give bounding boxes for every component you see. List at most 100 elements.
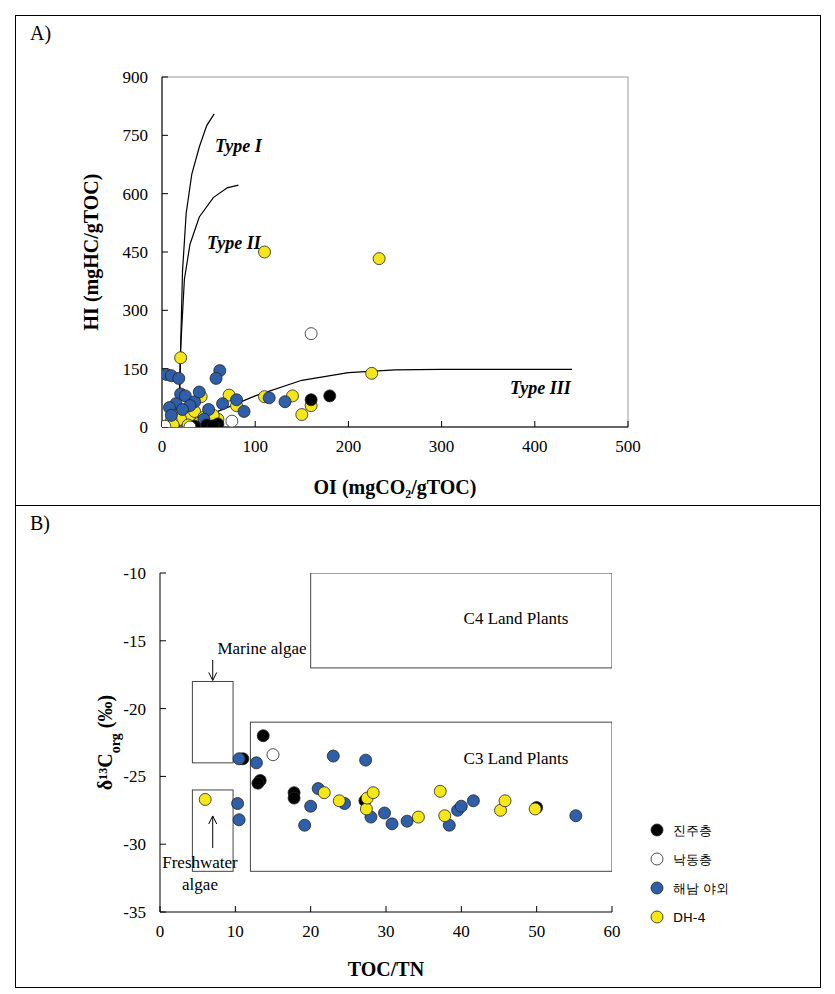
point [318, 787, 330, 799]
point [467, 795, 479, 807]
region [250, 722, 612, 871]
region-label: C4 Land Plants [464, 609, 569, 628]
point [165, 409, 177, 421]
x-tick-label: 300 [429, 437, 455, 456]
point [231, 394, 243, 406]
arrow-head [209, 816, 217, 824]
y-tick-label: -30 [123, 835, 146, 854]
data [199, 730, 582, 831]
y-tick [160, 640, 166, 641]
x-tick [441, 421, 442, 427]
x-tick-label: 60 [604, 922, 621, 941]
figure: A)01002003004005000150300450600750900OI … [0, 0, 835, 994]
y-tick-label: 0 [140, 418, 149, 437]
x-tick-label: 0 [158, 437, 167, 456]
plot-frame [162, 77, 628, 427]
point [366, 367, 378, 379]
panel: A)01002003004005000150300450600750900OI … [30, 22, 641, 499]
point [434, 785, 446, 797]
y-tick-label: 300 [123, 301, 149, 320]
point [288, 792, 300, 804]
point [529, 803, 541, 815]
y-tick-label: 900 [123, 68, 149, 87]
x-tick-label: 400 [522, 437, 548, 456]
point [360, 754, 372, 766]
x-tick [160, 906, 161, 912]
region-label: Freshwateralgae [162, 853, 238, 894]
panel-label: A) [30, 22, 51, 45]
x-tick [628, 421, 629, 427]
point [570, 810, 582, 822]
arrow [212, 816, 213, 848]
legend: 진주층낙동층해남 야외DH-4 [651, 823, 729, 925]
point [455, 800, 467, 812]
arrow-head [209, 672, 217, 680]
x-tick-label: 10 [227, 922, 244, 941]
y-axis-label: HI (mgHC/gTOC) [80, 174, 103, 331]
region-label: Marine algae [217, 639, 306, 658]
point [257, 730, 269, 742]
point [305, 328, 317, 340]
point [233, 814, 245, 826]
point [360, 803, 372, 815]
x-tick-label: 40 [453, 922, 470, 941]
point [327, 750, 339, 762]
curve-label: Type II [207, 233, 262, 253]
y-tick [162, 310, 168, 311]
y-tick-label: 750 [123, 126, 149, 145]
x-tick-label: 500 [615, 437, 641, 456]
data [162, 114, 572, 427]
legend-label: DH-4 [673, 910, 706, 925]
figure-frame [16, 16, 821, 988]
region [192, 681, 233, 762]
y-tick-label: 450 [123, 243, 149, 262]
y-tick-label: -10 [123, 564, 146, 583]
y-axis [160, 573, 161, 912]
point [184, 421, 196, 427]
y-tick-label: -20 [123, 700, 146, 719]
y-tick [160, 912, 166, 913]
y-tick [162, 77, 168, 78]
x-tick [461, 906, 462, 912]
point [193, 386, 205, 398]
x-tick [235, 906, 236, 912]
point [217, 398, 229, 410]
x-axis-label: TOC/TN [348, 958, 425, 980]
x-tick-label: 30 [378, 922, 395, 941]
point [378, 807, 390, 819]
point [296, 409, 308, 421]
point [324, 390, 336, 402]
point [210, 372, 222, 384]
y-tick [160, 708, 166, 709]
y-tick [160, 776, 166, 777]
regions [192, 573, 612, 871]
point [279, 396, 291, 408]
x-tick [348, 421, 349, 427]
panel-label: B) [30, 512, 50, 535]
point [373, 253, 385, 265]
curve-label: Type III [510, 378, 572, 398]
y-tick-label: 600 [123, 185, 149, 204]
point [175, 352, 187, 364]
y-tick [162, 193, 168, 194]
x-tick-label: 0 [156, 922, 165, 941]
x-tick [310, 906, 311, 912]
point [305, 800, 317, 812]
legend-label: 낙동층 [673, 852, 712, 867]
legend-label: 진주층 [673, 823, 712, 838]
y-tick [162, 135, 168, 136]
x-tick [536, 906, 537, 912]
legend-marker [651, 882, 663, 894]
y-tick-label: -35 [123, 903, 146, 922]
point [401, 815, 413, 827]
point [162, 420, 171, 427]
point [233, 753, 245, 765]
point [412, 811, 424, 823]
y-tick-label: -25 [123, 767, 146, 786]
x-tick [612, 906, 613, 912]
point [386, 818, 398, 830]
panel-divider [15, 505, 820, 506]
point [499, 795, 511, 807]
point [207, 420, 219, 427]
point [439, 810, 451, 822]
